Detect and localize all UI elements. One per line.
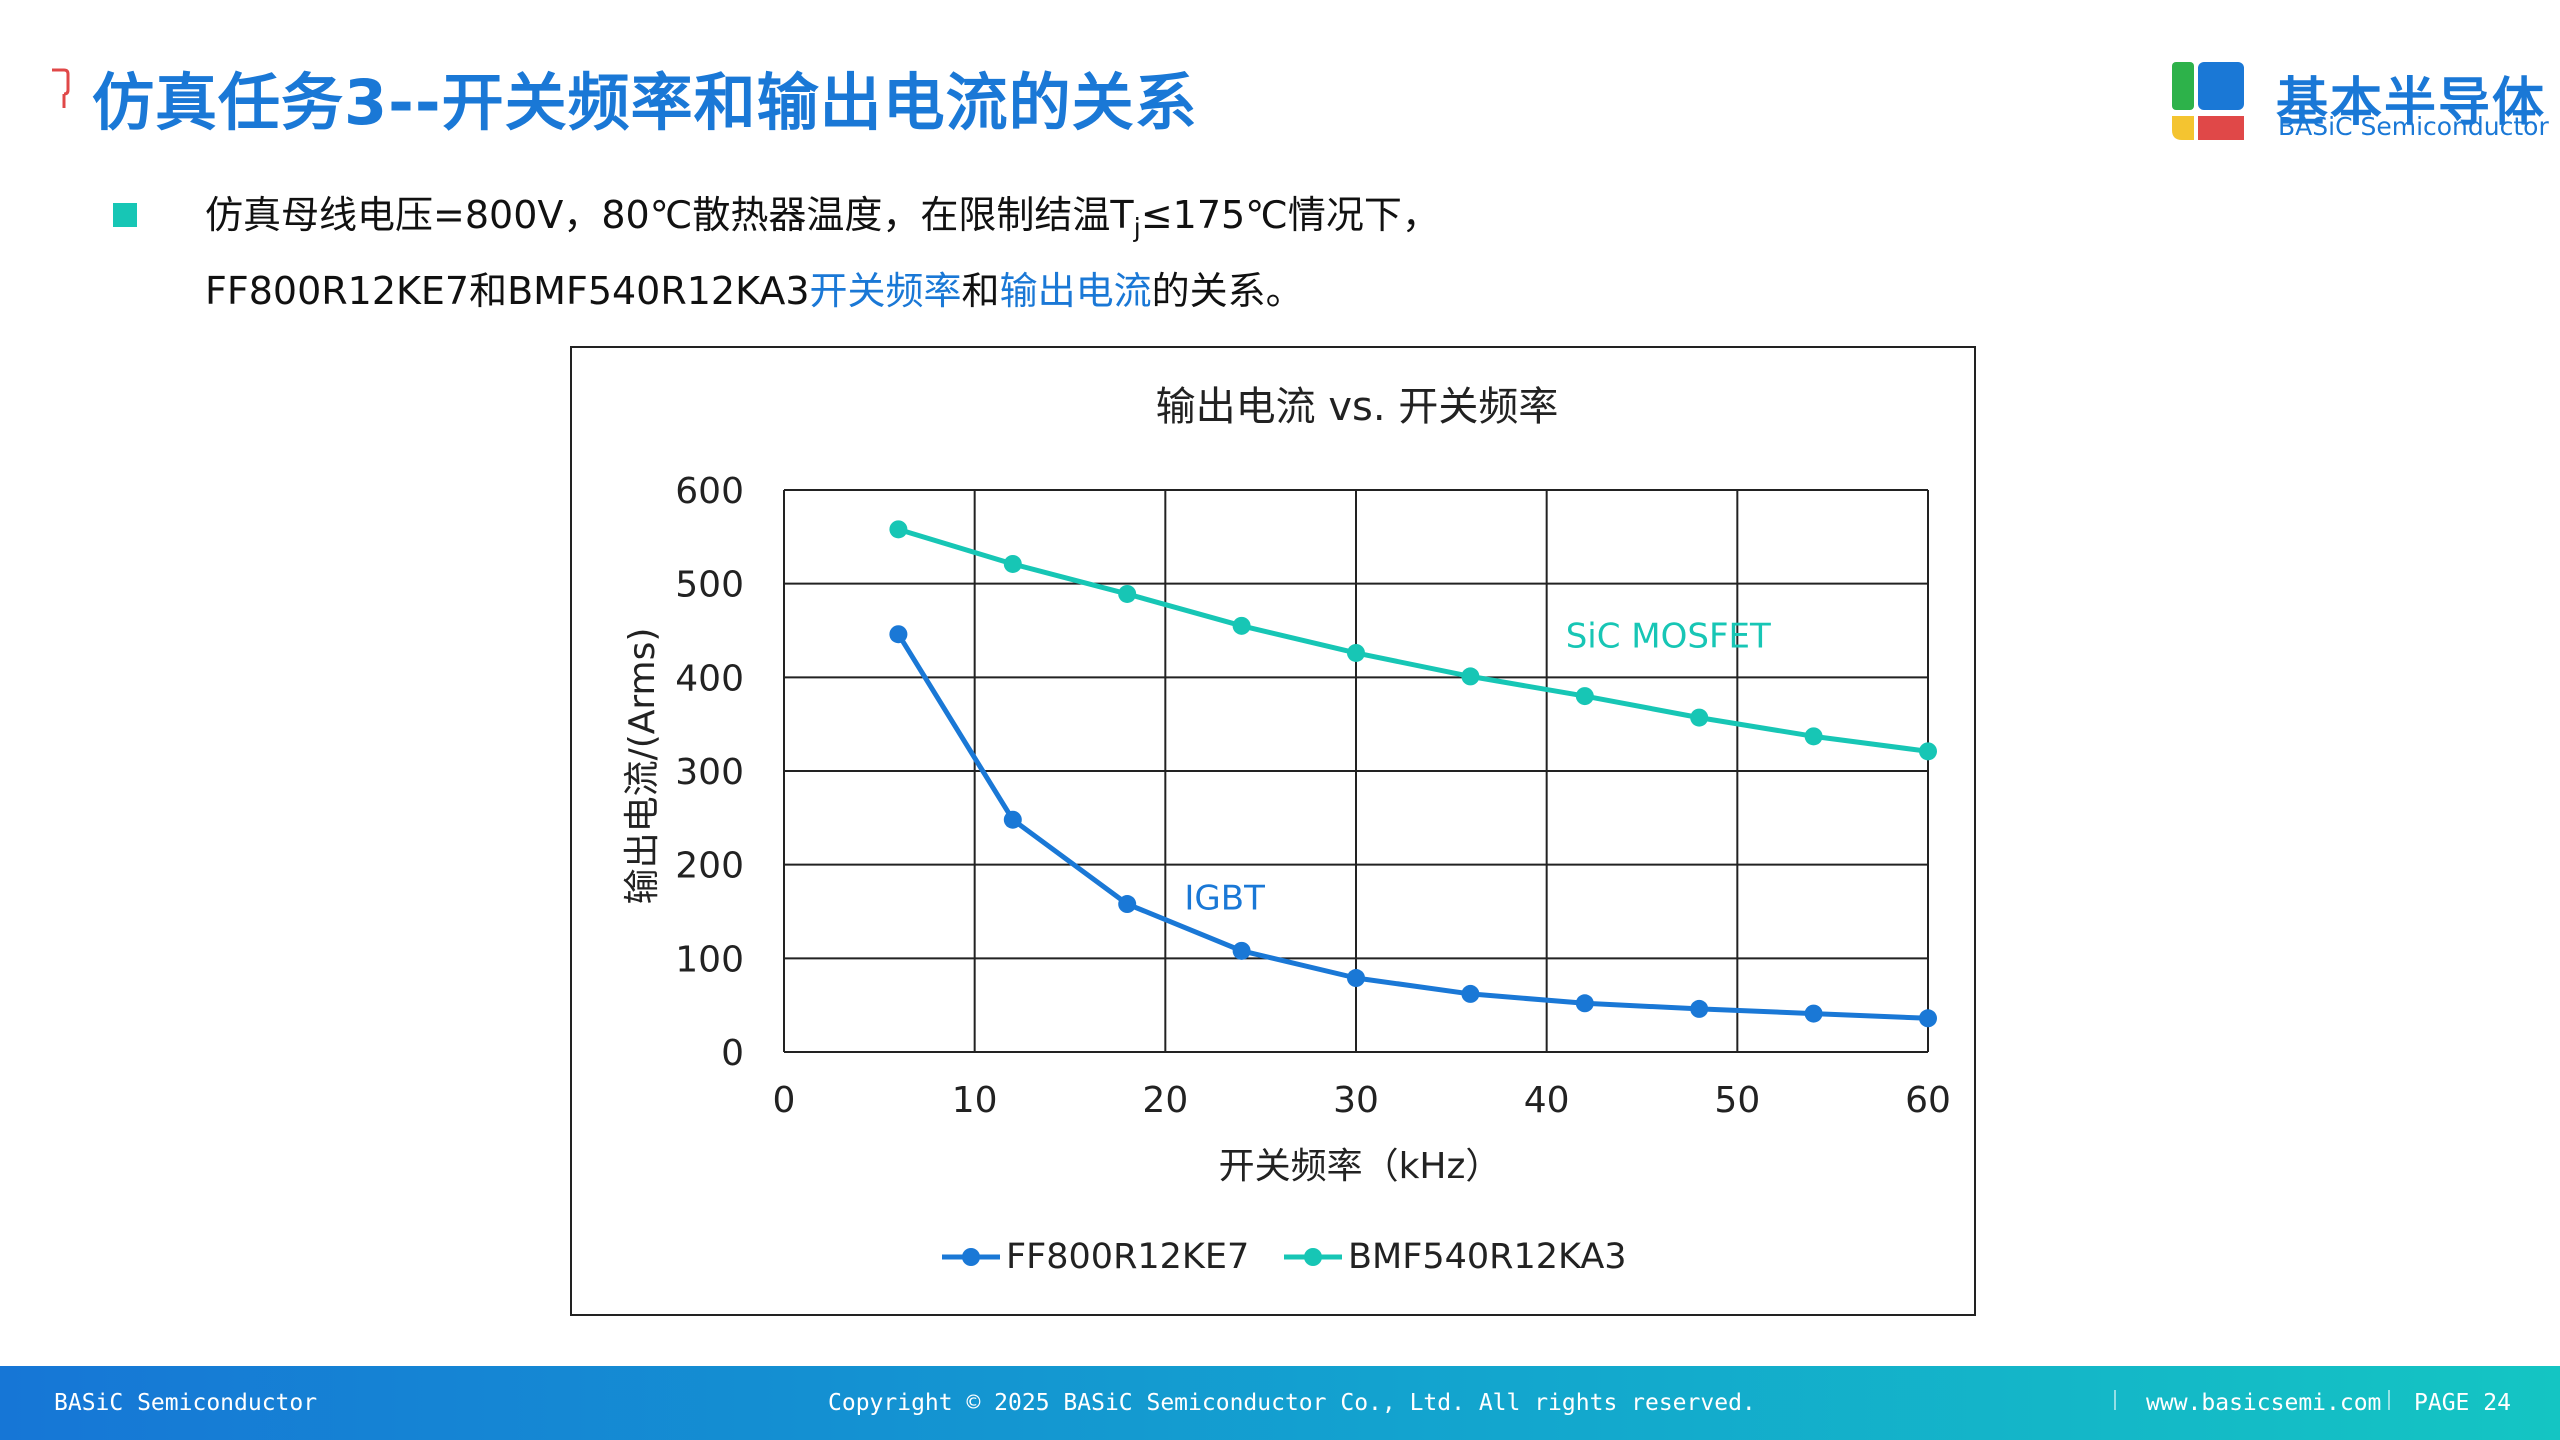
- data-point-FF800R12KE7: [1003, 810, 1022, 829]
- y-tick-label: 200: [675, 846, 744, 887]
- data-point-FF800R12KE7: [1232, 941, 1251, 960]
- data-point-FF800R12KE7: [1804, 1004, 1823, 1023]
- bullet-line-1-tail: ≤175℃情况下，: [1140, 193, 1440, 237]
- bullet-line-1: 仿真母线电压=800V，80℃散热器温度，在限制结温Tj≤175℃情况下，: [205, 184, 1605, 260]
- data-point-FF800R12KE7: [1118, 895, 1137, 914]
- series-annotation: IGBT: [1184, 879, 1265, 919]
- data-point-FF800R12KE7: [1347, 969, 1365, 988]
- x-tick-label: 0: [773, 1080, 796, 1121]
- footer-page-number: PAGE 24: [2414, 1390, 2511, 1416]
- title-accent-icon: [52, 68, 70, 108]
- x-tick-label: 60: [1905, 1080, 1951, 1121]
- data-point-FF800R12KE7: [1575, 994, 1594, 1013]
- legend-label: BMF540R12KA3: [1348, 1237, 1627, 1277]
- company-logo[interactable]: 基本半导体 BASiC Semiconductor: [2172, 58, 2549, 148]
- x-tick-label: 10: [952, 1080, 998, 1121]
- bullet-line-1-text: 仿真母线电压=800V，80℃散热器温度，在限制结温T: [205, 193, 1134, 237]
- series-annotation: SiC MOSFET: [1566, 616, 1771, 656]
- footer-url[interactable]: www.basicsemi.com: [2146, 1390, 2382, 1416]
- x-tick-label: 30: [1333, 1080, 1379, 1121]
- page-title: 仿真任务3--开关频率和输出电流的关系: [92, 66, 1198, 139]
- footer-separator: [2388, 1390, 2390, 1410]
- conjunction: 和: [961, 268, 1000, 313]
- chart-title: 输出电流 vs. 开关频率: [1156, 384, 1559, 430]
- legend-label: FF800R12KE7: [1006, 1237, 1249, 1277]
- data-point-FF800R12KE7: [889, 625, 908, 644]
- highlight-output-current: 输出电流: [999, 268, 1152, 313]
- logo-english-name: BASiC Semiconductor: [2278, 112, 2549, 141]
- x-axis-label: 开关频率（kHz）: [1219, 1146, 1502, 1187]
- series-line-BMF540R12KA3: [897, 526, 1929, 754]
- data-point-BMF540R12KA3: [1690, 708, 1709, 727]
- bullet-line-2-tail: 的关系。: [1151, 268, 1304, 313]
- y-tick-label: 100: [675, 939, 744, 980]
- chart-frame: 输出电流 vs. 开关频率 0 10 20 30 40 50 60 0 100 200 300 400 5…: [570, 346, 1976, 1316]
- subscript-j: j: [1133, 213, 1141, 244]
- data-point-BMF540R12KA3: [1347, 643, 1365, 662]
- data-point-BMF540R12KA3: [1118, 584, 1137, 603]
- device-names: FF800R12KE7和BMF540R12KA3: [205, 268, 810, 313]
- y-tick-label: 500: [675, 565, 744, 606]
- bullet-text: 仿真母线电压=800V，80℃散热器温度，在限制结温Tj≤175℃情况下， FF…: [205, 184, 1605, 322]
- legend-marker: [1304, 1248, 1322, 1266]
- logo-mark-icon: [2172, 62, 2244, 140]
- footer-company: BASiC Semiconductor: [54, 1390, 318, 1416]
- y-tick-label: 300: [675, 752, 744, 793]
- data-point-FF800R12KE7: [1461, 984, 1480, 1003]
- footer-bar: BASiC Semiconductor Copyright © 2025 BAS…: [0, 1366, 2560, 1440]
- x-tick-label: 50: [1714, 1080, 1760, 1121]
- y-tick-label: 400: [675, 658, 744, 699]
- logo-chinese-name: 基本半导体: [2276, 73, 2547, 133]
- y-tick-label: 600: [675, 471, 744, 512]
- highlight-switching-frequency: 开关频率: [809, 268, 962, 313]
- data-point-BMF540R12KA3: [1461, 667, 1480, 686]
- data-point-FF800R12KE7: [1690, 999, 1709, 1018]
- logo-block-red: [2198, 116, 2244, 140]
- data-point-BMF540R12KA3: [1919, 742, 1937, 761]
- series-line-FF800R12KE7: [896, 632, 1929, 1021]
- data-point-BMF540R12KA3: [889, 520, 908, 539]
- x-tick-label: 40: [1524, 1080, 1570, 1121]
- logo-block-blue: [2172, 62, 2194, 110]
- bullet-marker: [113, 203, 137, 227]
- data-point-BMF540R12KA3: [1232, 616, 1251, 635]
- footer-copyright: Copyright © 2025 BASiC Semiconductor Co.…: [828, 1390, 1756, 1416]
- y-axis-label: 输出电流/(Arms): [622, 628, 663, 905]
- legend-marker: [962, 1248, 980, 1266]
- data-point-BMF540R12KA3: [1575, 687, 1594, 706]
- data-point-BMF540R12KA3: [1003, 554, 1022, 573]
- footer-separator: [2114, 1390, 2116, 1410]
- data-point-FF800R12KE7: [1919, 1009, 1937, 1028]
- data-point-BMF540R12KA3: [1804, 727, 1823, 746]
- bullet-line-2: FF800R12KE7和BMF540R12KA3开关频率和输出电流的关系。: [205, 260, 1605, 322]
- y-tick-label: 0: [721, 1033, 744, 1074]
- logo-block-yellow: [2172, 116, 2194, 140]
- logo-block-green: [2198, 62, 2244, 110]
- x-tick-label: 20: [1142, 1080, 1188, 1121]
